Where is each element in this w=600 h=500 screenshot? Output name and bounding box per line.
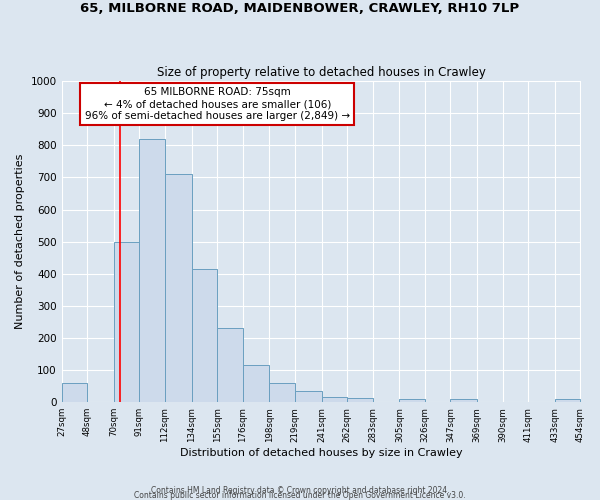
Text: Contains HM Land Registry data © Crown copyright and database right 2024.: Contains HM Land Registry data © Crown c… [151, 486, 449, 495]
Text: 65 MILBORNE ROAD: 75sqm
← 4% of detached houses are smaller (106)
96% of semi-de: 65 MILBORNE ROAD: 75sqm ← 4% of detached… [85, 88, 350, 120]
Bar [139, 139, 165, 402]
Y-axis label: Number of detached properties: Number of detached properties [15, 154, 25, 330]
Bar [347, 398, 373, 402]
Bar [62, 383, 87, 402]
Bar [217, 328, 242, 402]
X-axis label: Distribution of detached houses by size in Crawley: Distribution of detached houses by size … [180, 448, 463, 458]
Bar [322, 398, 347, 402]
Bar [400, 399, 425, 402]
Bar [114, 242, 139, 402]
Bar [295, 391, 322, 402]
Title: Size of property relative to detached houses in Crawley: Size of property relative to detached ho… [157, 66, 485, 78]
Bar [451, 399, 477, 402]
Bar [242, 366, 269, 402]
Bar [191, 269, 217, 402]
Bar [165, 174, 191, 402]
Bar [269, 383, 295, 402]
Bar [555, 399, 580, 402]
Text: Contains public sector information licensed under the Open Government Licence v3: Contains public sector information licen… [134, 490, 466, 500]
Text: 65, MILBORNE ROAD, MAIDENBOWER, CRAWLEY, RH10 7LP: 65, MILBORNE ROAD, MAIDENBOWER, CRAWLEY,… [80, 2, 520, 16]
